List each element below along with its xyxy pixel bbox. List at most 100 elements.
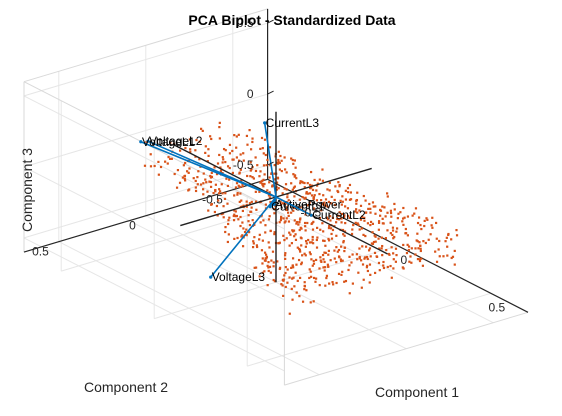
data-point: [202, 182, 205, 185]
data-point: [293, 195, 296, 198]
data-point: [241, 234, 244, 237]
data-point: [196, 175, 199, 179]
data-point: [335, 221, 338, 224]
data-point: [305, 191, 308, 194]
data-point: [206, 160, 209, 163]
data-point: [273, 231, 276, 234]
data-point: [392, 237, 395, 240]
data-point: [224, 230, 227, 234]
data-point: [234, 215, 237, 218]
vector-label: VoltageL1: [142, 135, 196, 149]
data-point: [246, 174, 249, 178]
data-point: [372, 205, 375, 208]
data-point: [283, 156, 286, 159]
data-point: [298, 221, 301, 224]
data-point: [258, 238, 261, 241]
data-point: [392, 267, 395, 270]
data-point: [282, 234, 285, 237]
chart-title: PCA Biplot - Standardized Data: [188, 12, 395, 28]
data-point: [392, 258, 395, 261]
data-point: [411, 214, 414, 217]
data-point: [321, 239, 325, 242]
data-point: [375, 255, 378, 258]
data-point: [273, 164, 276, 167]
data-point: [434, 221, 438, 225]
data-point: [204, 178, 207, 181]
data-point: [254, 190, 257, 193]
data-point: [268, 176, 271, 179]
data-point: [422, 240, 425, 243]
data-point: [445, 236, 448, 239]
data-point: [323, 251, 326, 254]
data-point: [309, 301, 312, 304]
data-point: [352, 223, 355, 227]
data-point: [315, 258, 318, 262]
data-point: [239, 153, 242, 156]
y-axis-label: Component 2: [84, 379, 168, 395]
data-point: [280, 283, 283, 286]
data-point: [199, 183, 203, 186]
data-point: [348, 264, 351, 267]
data-point: [292, 276, 295, 279]
grid-layer: [23, 8, 529, 386]
data-point: [290, 242, 294, 245]
data-point: [313, 178, 316, 182]
data-point: [335, 281, 338, 285]
data-point: [258, 190, 261, 193]
data-point: [246, 143, 249, 146]
data-point: [208, 180, 211, 183]
data-point: [342, 241, 345, 244]
data-point: [386, 229, 389, 232]
data-point: [395, 230, 398, 233]
data-point: [306, 182, 309, 185]
data-point: [365, 255, 369, 259]
data-point: [420, 257, 423, 260]
data-point: [240, 235, 243, 238]
data-point: [290, 266, 293, 269]
data-point: [335, 261, 338, 264]
data-point: [207, 148, 210, 151]
data-point: [356, 191, 359, 194]
data-point: [285, 217, 288, 220]
data-point: [414, 207, 418, 210]
data-point: [303, 285, 307, 288]
data-point: [272, 261, 275, 264]
data-point: [306, 204, 309, 207]
data-point: [328, 181, 331, 184]
data-point: [335, 234, 338, 237]
data-point: [446, 245, 449, 248]
x-axis-line: [267, 178, 529, 313]
data-point: [338, 256, 341, 259]
z-tick-label: -0.5: [233, 158, 254, 172]
data-point: [157, 173, 160, 176]
data-point: [299, 180, 302, 183]
data-point: [297, 223, 300, 226]
data-point: [358, 257, 361, 260]
data-point: [344, 189, 347, 192]
data-point: [367, 207, 370, 210]
data-point: [169, 141, 172, 144]
data-point: [266, 189, 269, 192]
data-point: [402, 243, 405, 247]
data-point: [292, 229, 296, 232]
data-point: [442, 255, 445, 258]
data-point: [419, 244, 422, 247]
data-point: [248, 202, 252, 205]
data-point: [310, 275, 313, 278]
pane-edge: [284, 311, 529, 386]
data-point: [250, 200, 253, 203]
data-point: [325, 216, 328, 219]
data-point: [293, 159, 296, 162]
data-point: [406, 215, 410, 218]
data-point: [268, 194, 272, 197]
data-point: [278, 266, 282, 269]
data-point: [310, 258, 313, 261]
data-point: [388, 253, 391, 256]
data-point: [325, 276, 328, 280]
data-point: [308, 201, 311, 204]
data-point: [327, 226, 331, 230]
data-point: [295, 291, 298, 294]
data-point: [381, 244, 384, 248]
data-point: [319, 256, 322, 259]
data-point: [300, 263, 303, 266]
